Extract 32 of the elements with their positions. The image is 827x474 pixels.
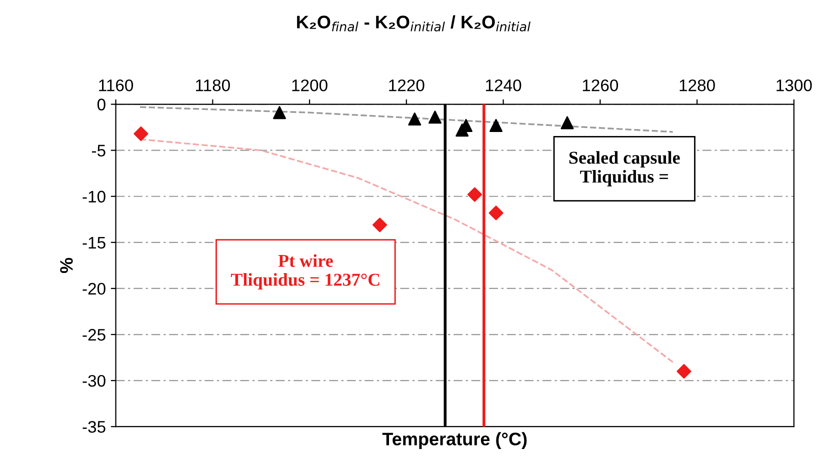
y-tick-label: -5	[92, 144, 106, 157]
point	[408, 112, 422, 126]
point	[467, 187, 482, 202]
point	[488, 206, 504, 220]
point	[428, 110, 442, 124]
annotation: Pt wire Tliquidus = 1237°C	[230, 254, 380, 290]
x-tick-label: 1260	[582, 79, 618, 92]
y-tick-label: -30	[82, 374, 106, 387]
y-tick-label: -15	[82, 236, 106, 249]
point	[560, 116, 574, 130]
y-tick-label: 0	[97, 98, 106, 110]
x-tick-label: 1180	[196, 79, 230, 92]
chart-title: K₂O$_{final}$ - K₂O$_{initial}$ / K₂O$_{initial}$	[297, 15, 530, 32]
line-series	[139, 106, 674, 133]
y-tick-label: -20	[82, 282, 106, 295]
x-tick-label: 1220	[389, 79, 424, 92]
y-tick-label: -25	[82, 328, 106, 341]
point	[372, 218, 388, 232]
x-axis-title: Temperature (°C)	[382, 432, 527, 449]
x-tick-label: 1160	[99, 79, 134, 92]
point	[676, 364, 692, 379]
x-tick-label: 1300	[776, 79, 812, 92]
x-tick-label: 1280	[680, 79, 715, 92]
point	[273, 106, 286, 120]
y-tick-label: -10	[82, 190, 106, 203]
annotation: Sealed capsule Tliquidus =	[569, 151, 680, 186]
y-axis-title: %	[60, 258, 73, 274]
x-tick-label: 1200	[292, 79, 328, 92]
y-tick-label: -35	[82, 421, 106, 433]
point	[134, 126, 148, 142]
point	[490, 118, 503, 132]
x-tick-label: 1240	[486, 79, 522, 92]
